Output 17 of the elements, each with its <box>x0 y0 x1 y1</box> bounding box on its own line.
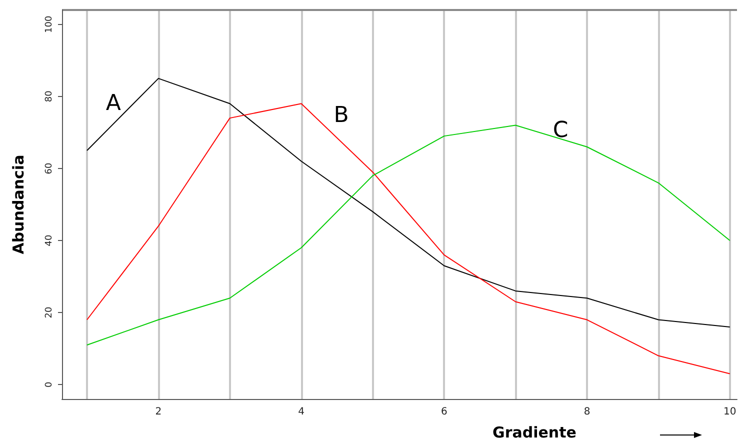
y-tick-label: 40 <box>44 234 54 246</box>
y-tick-label: 0 <box>44 381 54 388</box>
y-tick-label: 80 <box>44 90 54 102</box>
x-tick-label: 8 <box>584 406 590 418</box>
y-tick-label: 100 <box>44 16 54 33</box>
y-axis-title: Abundancia <box>10 154 28 254</box>
x-tick-label: 6 <box>440 406 448 418</box>
x-tick-label: 2 <box>155 406 162 418</box>
x-tick-label: 4 <box>298 406 304 418</box>
series-label: B <box>334 103 349 128</box>
line-series <box>86 78 730 328</box>
x-axis-title: Gradiente <box>492 424 576 442</box>
y-tick-label: 60 <box>44 162 54 174</box>
series-label: A <box>106 90 121 116</box>
y-tick-label: 20 <box>44 306 54 318</box>
series-label: C <box>552 118 568 143</box>
x-tick-label: 10 <box>723 406 736 418</box>
